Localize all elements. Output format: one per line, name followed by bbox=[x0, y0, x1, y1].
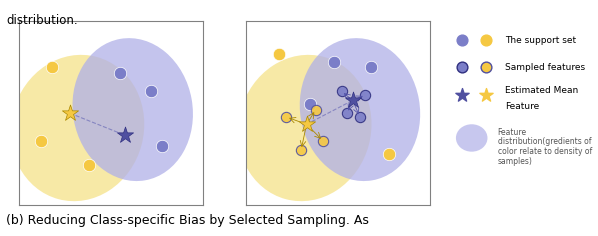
Ellipse shape bbox=[238, 55, 371, 201]
Text: samples): samples) bbox=[498, 157, 532, 166]
Text: Feature: Feature bbox=[505, 102, 539, 111]
Text: Feature: Feature bbox=[498, 128, 527, 137]
Point bbox=[355, 115, 365, 119]
Point bbox=[348, 98, 358, 102]
Point bbox=[385, 152, 394, 156]
Point bbox=[318, 139, 328, 143]
Text: Sampled features: Sampled features bbox=[505, 63, 585, 72]
Text: distribution(gredients of: distribution(gredients of bbox=[498, 137, 591, 146]
Point bbox=[302, 122, 312, 126]
Point bbox=[457, 66, 466, 69]
Point bbox=[481, 66, 491, 69]
Point bbox=[36, 139, 45, 143]
Point bbox=[306, 102, 315, 106]
Ellipse shape bbox=[300, 38, 420, 181]
Point bbox=[274, 52, 283, 56]
Point bbox=[481, 93, 491, 97]
Text: Estimated Mean: Estimated Mean bbox=[505, 86, 578, 95]
Point bbox=[311, 108, 321, 111]
Ellipse shape bbox=[456, 124, 487, 152]
Text: (b) Reducing Class-specific Bias by Selected Sampling. As: (b) Reducing Class-specific Bias by Sele… bbox=[6, 214, 369, 227]
Point bbox=[147, 89, 156, 93]
Point bbox=[342, 111, 352, 115]
Text: distribution.: distribution. bbox=[6, 14, 78, 27]
Point bbox=[366, 65, 376, 69]
Point bbox=[115, 71, 124, 75]
Point bbox=[457, 93, 466, 97]
Point bbox=[121, 134, 130, 137]
Point bbox=[65, 111, 75, 115]
Point bbox=[481, 38, 491, 42]
Point bbox=[329, 60, 339, 64]
Point bbox=[296, 148, 306, 152]
Point bbox=[84, 163, 93, 167]
Point bbox=[282, 115, 291, 119]
Text: color relate to density of: color relate to density of bbox=[498, 147, 592, 156]
Point bbox=[157, 144, 167, 148]
Point bbox=[47, 65, 56, 69]
Point bbox=[361, 93, 370, 97]
Text: The support set: The support set bbox=[505, 36, 576, 45]
Point bbox=[457, 38, 466, 42]
Point bbox=[337, 89, 346, 93]
Ellipse shape bbox=[72, 38, 193, 181]
Ellipse shape bbox=[11, 55, 144, 201]
